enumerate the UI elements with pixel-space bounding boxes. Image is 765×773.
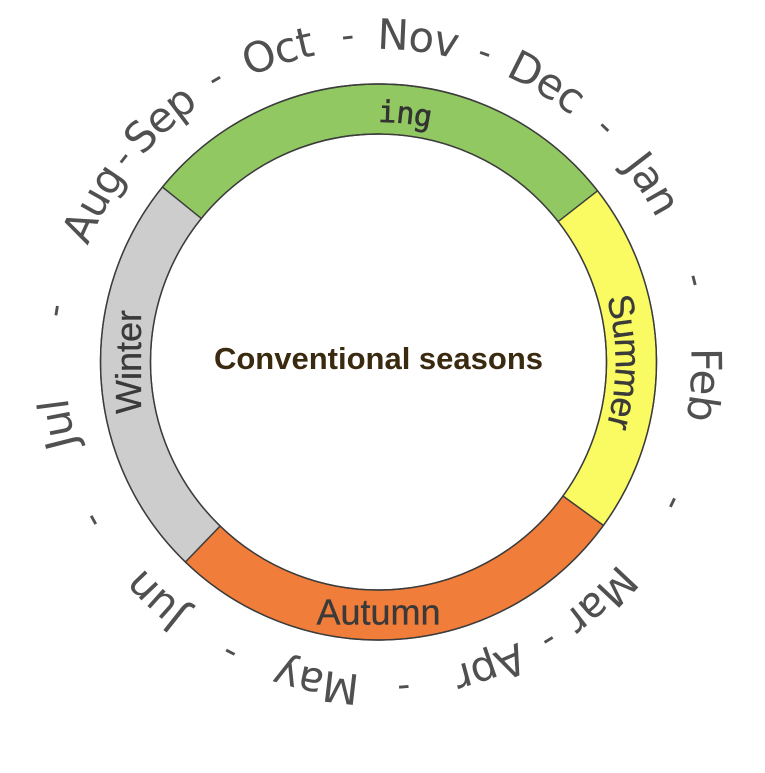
month-label-nov: Nov xyxy=(376,9,463,68)
month-separator: - xyxy=(70,505,112,536)
month-label-may: May xyxy=(267,650,362,715)
month-label-sep: Sep xyxy=(114,74,205,163)
month-separator: - xyxy=(587,107,625,146)
month-separator: - xyxy=(675,269,718,292)
month-label-jun: Jun xyxy=(114,561,197,644)
month-separator: - xyxy=(33,301,76,320)
month-separator: - xyxy=(214,633,244,675)
season-label-winter: Winter xyxy=(108,310,149,414)
month-separator: - xyxy=(534,621,566,663)
month-label-apr: Apr xyxy=(449,634,534,705)
month-label-dec: Dec xyxy=(501,40,596,124)
month-label-feb: Feb xyxy=(677,348,731,426)
month-separator: - xyxy=(199,57,231,99)
month-label-mar: Mar xyxy=(556,557,647,647)
ring-outer-edge xyxy=(99,83,658,641)
month-label-oct: Oct xyxy=(235,17,319,86)
month-separator: - xyxy=(339,14,356,56)
month-separator: - xyxy=(472,30,498,73)
diagram-title: Conventional seasons xyxy=(214,341,543,376)
month-label-jul: Jul xyxy=(28,396,86,458)
season-label-autumn: Autumn xyxy=(316,592,440,633)
ring-inner-edge xyxy=(149,133,608,591)
month-separator: - xyxy=(653,489,696,518)
month-label-aug: Aug xyxy=(52,154,134,249)
month-separator: - xyxy=(396,668,412,710)
month-label-jan: Jan xyxy=(613,140,691,224)
